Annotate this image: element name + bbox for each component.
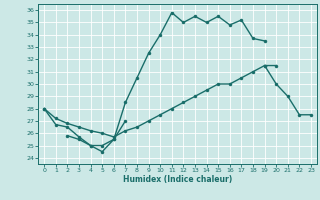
X-axis label: Humidex (Indice chaleur): Humidex (Indice chaleur) xyxy=(123,175,232,184)
